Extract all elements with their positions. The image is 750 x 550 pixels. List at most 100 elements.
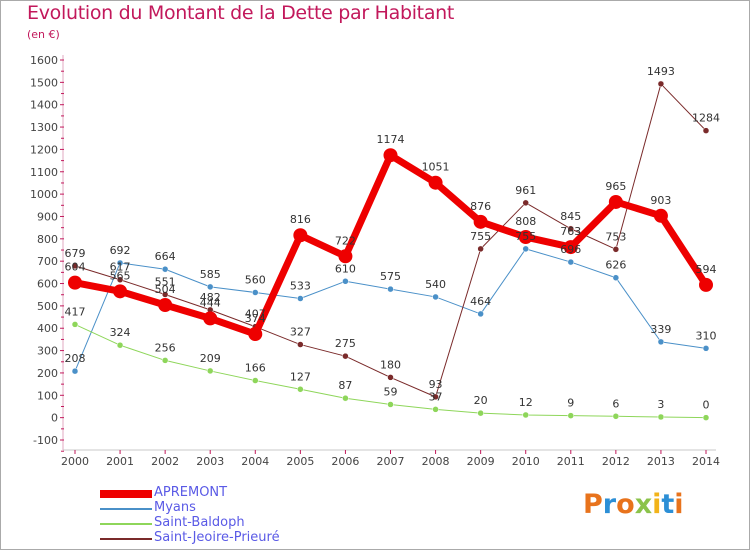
data-point bbox=[116, 259, 124, 267]
data-point bbox=[297, 295, 304, 302]
data-label: 374 bbox=[245, 312, 266, 325]
data-point bbox=[116, 276, 124, 283]
data-point bbox=[297, 341, 304, 348]
data-point bbox=[657, 338, 665, 346]
data-label: 610 bbox=[335, 262, 356, 275]
y-tick-label: 1400 bbox=[30, 99, 58, 112]
data-point bbox=[113, 284, 128, 299]
data-point bbox=[68, 275, 82, 290]
data-point bbox=[432, 393, 439, 401]
legend-swatch bbox=[100, 537, 152, 540]
data-point bbox=[248, 327, 263, 342]
data-point bbox=[702, 414, 710, 421]
legend-label: APREMONT bbox=[154, 485, 228, 500]
data-point bbox=[657, 413, 665, 421]
data-label: 9 bbox=[567, 397, 574, 410]
data-point bbox=[612, 274, 620, 281]
data-label: 560 bbox=[245, 273, 266, 286]
data-label: 565 bbox=[110, 269, 131, 282]
data-point bbox=[702, 127, 710, 134]
data-point bbox=[387, 401, 394, 408]
data-point bbox=[342, 394, 349, 402]
data-label: 722 bbox=[335, 234, 356, 247]
data-point bbox=[522, 199, 529, 207]
data-point bbox=[657, 80, 665, 88]
data-point bbox=[473, 214, 488, 229]
data-point bbox=[206, 283, 214, 291]
x-tick-label: 2012 bbox=[602, 455, 630, 468]
data-label: 464 bbox=[470, 295, 491, 308]
x-tick-label: 2002 bbox=[151, 455, 179, 468]
data-label: 209 bbox=[200, 352, 221, 365]
data-label: 585 bbox=[200, 268, 221, 281]
y-tick-label: 800 bbox=[37, 233, 58, 246]
data-label: 763 bbox=[560, 225, 581, 238]
data-point bbox=[567, 412, 575, 419]
data-point bbox=[252, 377, 259, 384]
x-tick-label: 2011 bbox=[557, 455, 585, 468]
legend-swatch bbox=[100, 489, 152, 498]
data-label: 166 bbox=[245, 362, 266, 375]
data-point bbox=[387, 374, 394, 381]
data-point bbox=[203, 311, 218, 326]
data-point bbox=[702, 345, 710, 352]
data-point bbox=[608, 194, 623, 209]
data-point bbox=[297, 386, 304, 393]
x-tick-label: 2010 bbox=[512, 455, 540, 468]
data-point bbox=[71, 321, 79, 328]
data-label: 1284 bbox=[692, 112, 720, 125]
data-label: 533 bbox=[290, 280, 311, 293]
data-point bbox=[342, 278, 349, 285]
y-tick-label: 1200 bbox=[30, 143, 58, 156]
data-label: 275 bbox=[335, 337, 356, 350]
data-label: 59 bbox=[384, 385, 398, 398]
data-label: 504 bbox=[155, 283, 176, 296]
data-label: 626 bbox=[605, 259, 626, 272]
data-label: 93 bbox=[429, 378, 443, 391]
y-tick-label: 400 bbox=[37, 322, 58, 335]
logo-letter: i bbox=[674, 489, 684, 520]
y-tick-label: 300 bbox=[37, 345, 58, 358]
data-point bbox=[477, 409, 484, 417]
data-point bbox=[653, 208, 668, 223]
data-label: 180 bbox=[380, 358, 401, 371]
data-point bbox=[522, 245, 529, 253]
y-tick-label: 1300 bbox=[30, 121, 58, 134]
legend-swatch bbox=[100, 507, 152, 510]
y-tick-label: 700 bbox=[37, 255, 58, 268]
data-label: 816 bbox=[290, 213, 311, 226]
x-tick-label: 2009 bbox=[467, 455, 495, 468]
x-tick-label: 2000 bbox=[61, 455, 89, 468]
data-point bbox=[612, 413, 620, 420]
data-label: 0 bbox=[703, 399, 710, 412]
data-point bbox=[567, 225, 575, 233]
data-point bbox=[699, 277, 713, 292]
y-tick-label: 1000 bbox=[30, 188, 58, 201]
x-tick-label: 2003 bbox=[196, 455, 224, 468]
y-tick-label: 1500 bbox=[30, 76, 58, 89]
data-label: 482 bbox=[200, 291, 221, 304]
data-point bbox=[161, 291, 169, 298]
data-label: 37 bbox=[429, 390, 443, 403]
data-label: 256 bbox=[155, 341, 176, 354]
data-point bbox=[338, 249, 353, 264]
data-label: 444 bbox=[200, 296, 221, 309]
data-label: 127 bbox=[290, 370, 311, 383]
data-label: 808 bbox=[515, 215, 536, 228]
data-label: 961 bbox=[515, 184, 536, 197]
data-label: 755 bbox=[515, 230, 536, 243]
data-label: 327 bbox=[290, 326, 311, 339]
data-label: 617 bbox=[110, 261, 131, 274]
data-label: 87 bbox=[338, 379, 352, 392]
data-point bbox=[567, 258, 575, 266]
y-tick-label: 0 bbox=[51, 412, 58, 425]
data-point bbox=[387, 285, 394, 293]
legend-label: Saint-Baldoph bbox=[154, 515, 245, 530]
data-label: 6 bbox=[612, 397, 619, 410]
data-point bbox=[477, 310, 484, 318]
data-label: 339 bbox=[650, 323, 671, 336]
logo-letter: t bbox=[661, 489, 675, 520]
data-label: 965 bbox=[605, 180, 626, 193]
data-label: 540 bbox=[425, 278, 446, 291]
